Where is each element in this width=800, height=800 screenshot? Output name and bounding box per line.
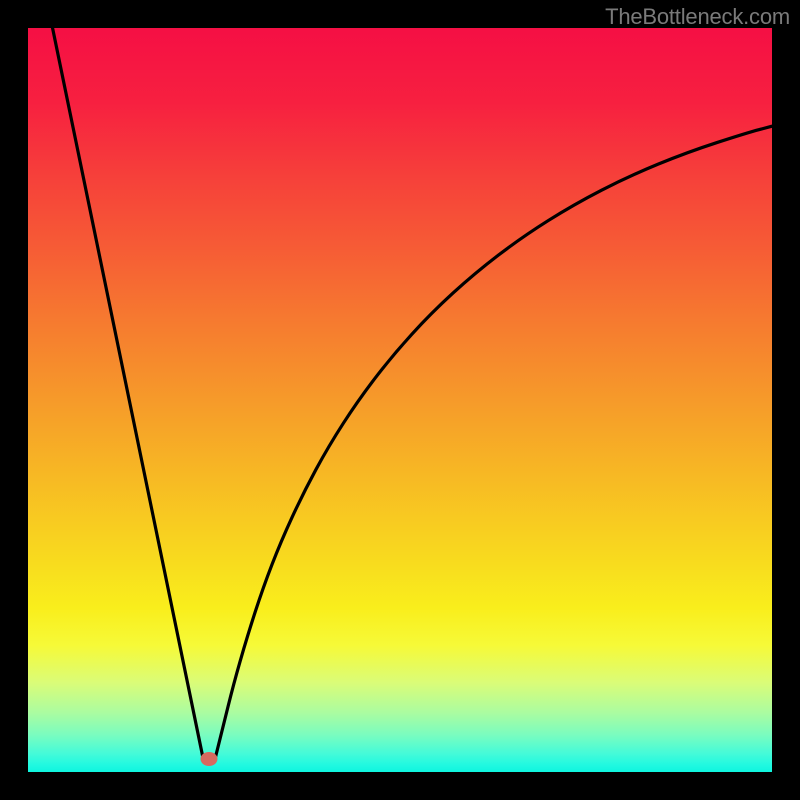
source-attribution: TheBottleneck.com: [605, 4, 790, 30]
plot-area: [28, 28, 772, 772]
left-line: [53, 28, 203, 757]
bottleneck-curve: [28, 28, 772, 772]
optimum-marker: [200, 752, 217, 766]
right-curve: [215, 126, 772, 757]
